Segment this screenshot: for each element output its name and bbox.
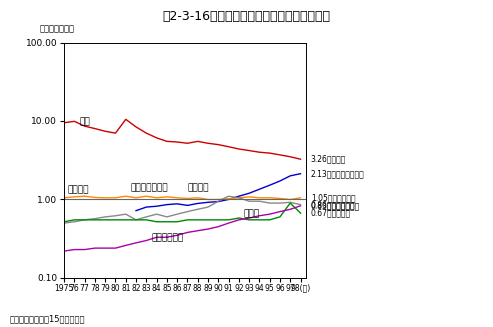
Text: 0.86（フランス）: 0.86（フランス） (311, 200, 355, 209)
Text: 資料：第２－３－15図に同じ。: 資料：第２－３－15図に同じ。 (10, 315, 85, 324)
Text: イギリス: イギリス (67, 185, 89, 194)
Text: 0.83（日本・日銀）: 0.83（日本・日銀） (311, 201, 360, 210)
Text: （輸出／輸入）: （輸出／輸入） (40, 24, 75, 33)
Text: 1.05（イギリス）: 1.05（イギリス） (311, 193, 355, 202)
Text: 3.26（米国）: 3.26（米国） (311, 155, 346, 164)
Text: 第2-3-16図　主要国の技術貿易収支比の推移: 第2-3-16図 主要国の技術貿易収支比の推移 (163, 10, 330, 23)
Text: ドイツ: ドイツ (244, 210, 260, 219)
Text: 日本（日銀）: 日本（日銀） (151, 233, 184, 242)
Text: 日本（総務庁）: 日本（総務庁） (131, 184, 169, 193)
Text: 0.67（ドイツ）: 0.67（ドイツ） (311, 209, 351, 218)
Text: 米国: 米国 (79, 117, 90, 127)
Text: 2.13（日本・総務庁）: 2.13（日本・総務庁） (311, 169, 364, 178)
Text: フランス: フランス (187, 184, 209, 193)
